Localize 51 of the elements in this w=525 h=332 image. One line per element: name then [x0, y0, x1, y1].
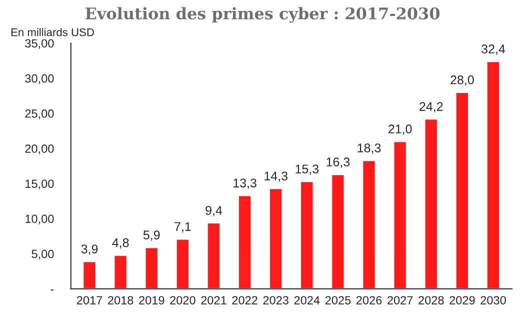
chart-title: Evolution des primes cyber : 2017-2030 — [85, 7, 440, 23]
y-tick-label: 35,00 — [25, 39, 54, 49]
x-tick-label: 2028 — [418, 296, 444, 304]
data-label: 28,0 — [450, 75, 474, 86]
x-tick-label: 2024 — [294, 296, 320, 304]
data-label: 32,4 — [482, 44, 506, 55]
data-label: 5,9 — [143, 230, 160, 241]
y-tick-label: 5,00 — [32, 250, 54, 260]
x-tick-label: 2017 — [76, 296, 102, 304]
bar — [113, 254, 128, 289]
x-tick-label: 2029 — [450, 296, 475, 304]
data-label: 14,3 — [264, 172, 288, 182]
bar — [268, 188, 284, 289]
bar — [175, 238, 190, 289]
data-label: 13,3 — [234, 178, 256, 189]
data-label: 9,4 — [206, 206, 222, 216]
bar — [362, 160, 376, 289]
data-label: 4,8 — [112, 238, 129, 249]
y-tick-label: 10,00 — [26, 214, 54, 224]
data-label: 3,9 — [81, 244, 98, 255]
x-tick-label: 2026 — [356, 296, 382, 304]
bar — [330, 174, 346, 289]
bar — [454, 92, 470, 289]
data-label: 18,3 — [358, 144, 381, 154]
data-label: 7,1 — [174, 222, 191, 232]
bar — [486, 60, 500, 289]
bar — [392, 140, 408, 289]
x-tick-label: 2022 — [232, 296, 258, 304]
bar — [144, 246, 159, 289]
y-tick-label: 30,00 — [25, 74, 54, 84]
data-label: 21,0 — [388, 124, 412, 135]
x-tick-label: 2030 — [480, 296, 506, 304]
y-tick-label: 15,00 — [26, 180, 54, 190]
bar — [206, 222, 221, 289]
bar — [300, 180, 314, 289]
x-tick-label: 2019 — [139, 296, 164, 304]
y-tick-label: 25,00 — [25, 109, 54, 120]
x-tick-label: 2023 — [263, 296, 288, 304]
bar — [238, 194, 252, 289]
data-label: 15,3 — [296, 164, 319, 175]
bar — [424, 118, 438, 289]
x-tick-label: 2020 — [170, 296, 196, 304]
x-tick-label: 2027 — [388, 296, 413, 304]
y-tick-label: 20,00 — [25, 144, 54, 154]
x-tick-label: 2025 — [325, 296, 351, 304]
data-label: 24,2 — [420, 102, 443, 112]
y-axis-title: En milliards USD — [11, 28, 94, 36]
x-tick-label: 2018 — [108, 296, 134, 304]
x-tick-label: 2021 — [201, 296, 226, 304]
bar — [82, 260, 97, 289]
data-label: 16,3 — [326, 158, 350, 168]
